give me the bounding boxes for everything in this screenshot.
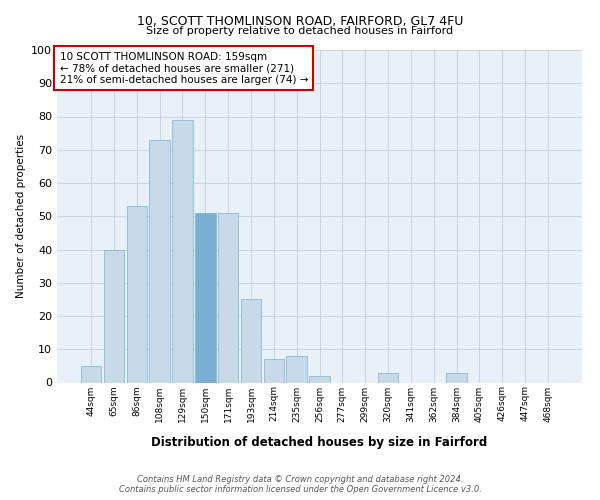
Bar — [172, 120, 193, 382]
Text: Size of property relative to detached houses in Fairford: Size of property relative to detached ho… — [146, 26, 454, 36]
Bar — [104, 250, 124, 382]
X-axis label: Distribution of detached houses by size in Fairford: Distribution of detached houses by size … — [151, 436, 488, 448]
Bar — [149, 140, 170, 382]
Text: Contains HM Land Registry data © Crown copyright and database right 2024.
Contai: Contains HM Land Registry data © Crown c… — [119, 474, 481, 494]
Y-axis label: Number of detached properties: Number of detached properties — [16, 134, 26, 298]
Bar — [127, 206, 147, 382]
Bar — [241, 300, 261, 382]
Bar — [195, 213, 215, 382]
Bar — [286, 356, 307, 382]
Bar — [218, 213, 238, 382]
Bar — [446, 372, 467, 382]
Text: 10 SCOTT THOMLINSON ROAD: 159sqm
← 78% of detached houses are smaller (271)
21% : 10 SCOTT THOMLINSON ROAD: 159sqm ← 78% o… — [59, 52, 308, 85]
Bar — [378, 372, 398, 382]
Bar — [81, 366, 101, 382]
Bar — [263, 359, 284, 382]
Text: 10, SCOTT THOMLINSON ROAD, FAIRFORD, GL7 4FU: 10, SCOTT THOMLINSON ROAD, FAIRFORD, GL7… — [137, 15, 463, 28]
Bar — [309, 376, 330, 382]
